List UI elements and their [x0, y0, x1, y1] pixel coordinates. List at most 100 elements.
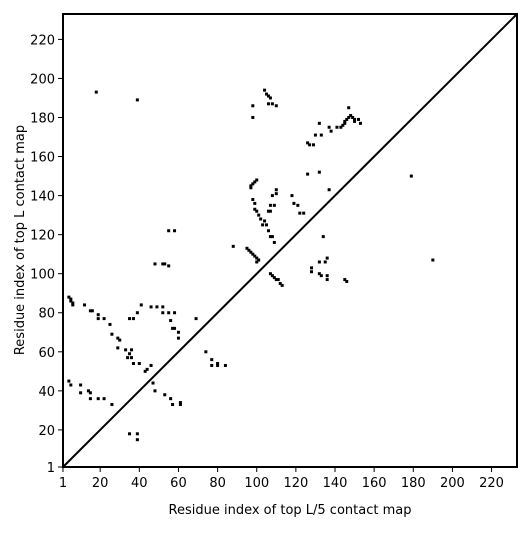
contact-point	[353, 119, 357, 123]
contact-point	[339, 125, 343, 129]
contact-point	[347, 115, 351, 119]
contact-point	[151, 381, 155, 385]
contact-point	[270, 194, 274, 198]
x-tick-label: 120	[283, 476, 308, 491]
x-tick-label: 220	[479, 476, 504, 491]
contact-point	[270, 274, 274, 278]
contact-point	[176, 336, 180, 340]
contact-point	[167, 229, 171, 233]
contact-point	[263, 219, 267, 223]
y-tick-label: 220	[30, 33, 55, 48]
contact-point	[317, 170, 321, 174]
contact-point	[86, 389, 90, 393]
x-tick-label: 100	[244, 476, 269, 491]
contact-point	[102, 397, 106, 401]
contact-point	[153, 262, 157, 266]
plot-frame	[62, 13, 518, 468]
contact-point	[116, 346, 120, 350]
y-tick-label: 100	[30, 268, 55, 283]
contact-point	[71, 301, 75, 305]
y-tick-label: 180	[30, 111, 55, 126]
contact-point	[343, 278, 347, 282]
contact-point	[171, 403, 175, 407]
contact-point	[247, 248, 251, 252]
contact-point	[88, 309, 92, 313]
contact-point	[161, 305, 165, 309]
contact-point	[325, 256, 329, 260]
contact-point	[321, 235, 325, 239]
contact-point	[327, 125, 331, 129]
contact-point	[266, 94, 270, 98]
contact-point	[253, 180, 257, 184]
contact-point	[290, 194, 294, 198]
contact-point	[317, 121, 321, 125]
contact-point	[306, 141, 310, 145]
y-tick-label: 160	[30, 151, 55, 166]
contact-point	[319, 133, 323, 137]
y-tick-label: 1	[47, 461, 55, 476]
contact-point	[69, 383, 73, 387]
contact-point	[96, 313, 100, 317]
contact-point	[149, 305, 153, 309]
contact-point	[266, 229, 270, 233]
y-tick-label: 120	[30, 229, 55, 244]
contact-point	[135, 98, 139, 102]
contact-point	[310, 270, 314, 274]
contact-point	[79, 383, 83, 387]
contact-point	[88, 391, 92, 395]
contact-point	[345, 117, 349, 121]
contact-point	[270, 235, 274, 239]
contact-point	[69, 297, 73, 301]
contact-point	[268, 209, 272, 213]
contact-point	[268, 272, 272, 276]
contact-point	[353, 117, 357, 121]
contact-point	[251, 252, 255, 256]
x-axis-label: Residue index of top L/5 contact map	[169, 503, 412, 518]
y-tick-label: 60	[38, 346, 55, 361]
x-tick-label: 1	[59, 476, 67, 491]
contact-point	[274, 104, 278, 108]
contact-point	[274, 278, 278, 282]
contact-point	[274, 188, 278, 192]
contact-point	[129, 356, 133, 360]
contact-point	[131, 317, 135, 321]
contact-point	[173, 326, 177, 330]
contact-point	[268, 96, 272, 100]
contact-point	[249, 250, 253, 254]
contact-point	[313, 133, 317, 137]
contact-point	[204, 350, 208, 354]
contact-point	[169, 319, 173, 323]
contact-point	[272, 276, 276, 280]
diagonal	[62, 13, 518, 468]
contact-point	[176, 330, 180, 334]
contact-point	[129, 348, 133, 352]
contact-point	[135, 438, 139, 442]
contact-point	[210, 363, 214, 367]
contact-point	[231, 244, 235, 248]
contact-point	[308, 143, 312, 147]
contact-point	[261, 223, 265, 227]
contact-point	[265, 92, 269, 96]
contact-point	[319, 274, 323, 278]
contact-point	[102, 317, 106, 321]
contact-point	[249, 184, 253, 188]
contact-point	[173, 311, 177, 315]
x-tick-label: 180	[401, 476, 426, 491]
contact-point	[257, 258, 261, 262]
contact-point	[270, 102, 274, 106]
contact-point	[298, 211, 302, 215]
x-tick-label: 80	[209, 476, 226, 491]
y-tick-label: 20	[38, 424, 55, 439]
contact-point	[194, 317, 198, 321]
contact-point	[223, 363, 227, 367]
contact-point	[409, 174, 413, 178]
contact-point	[128, 432, 132, 436]
contact-point	[153, 389, 157, 393]
contact-point	[253, 207, 257, 211]
contact-point	[251, 104, 255, 108]
contact-point	[345, 280, 349, 284]
contact-point	[274, 192, 278, 196]
contact-point	[327, 188, 331, 192]
contact-point	[143, 369, 147, 373]
